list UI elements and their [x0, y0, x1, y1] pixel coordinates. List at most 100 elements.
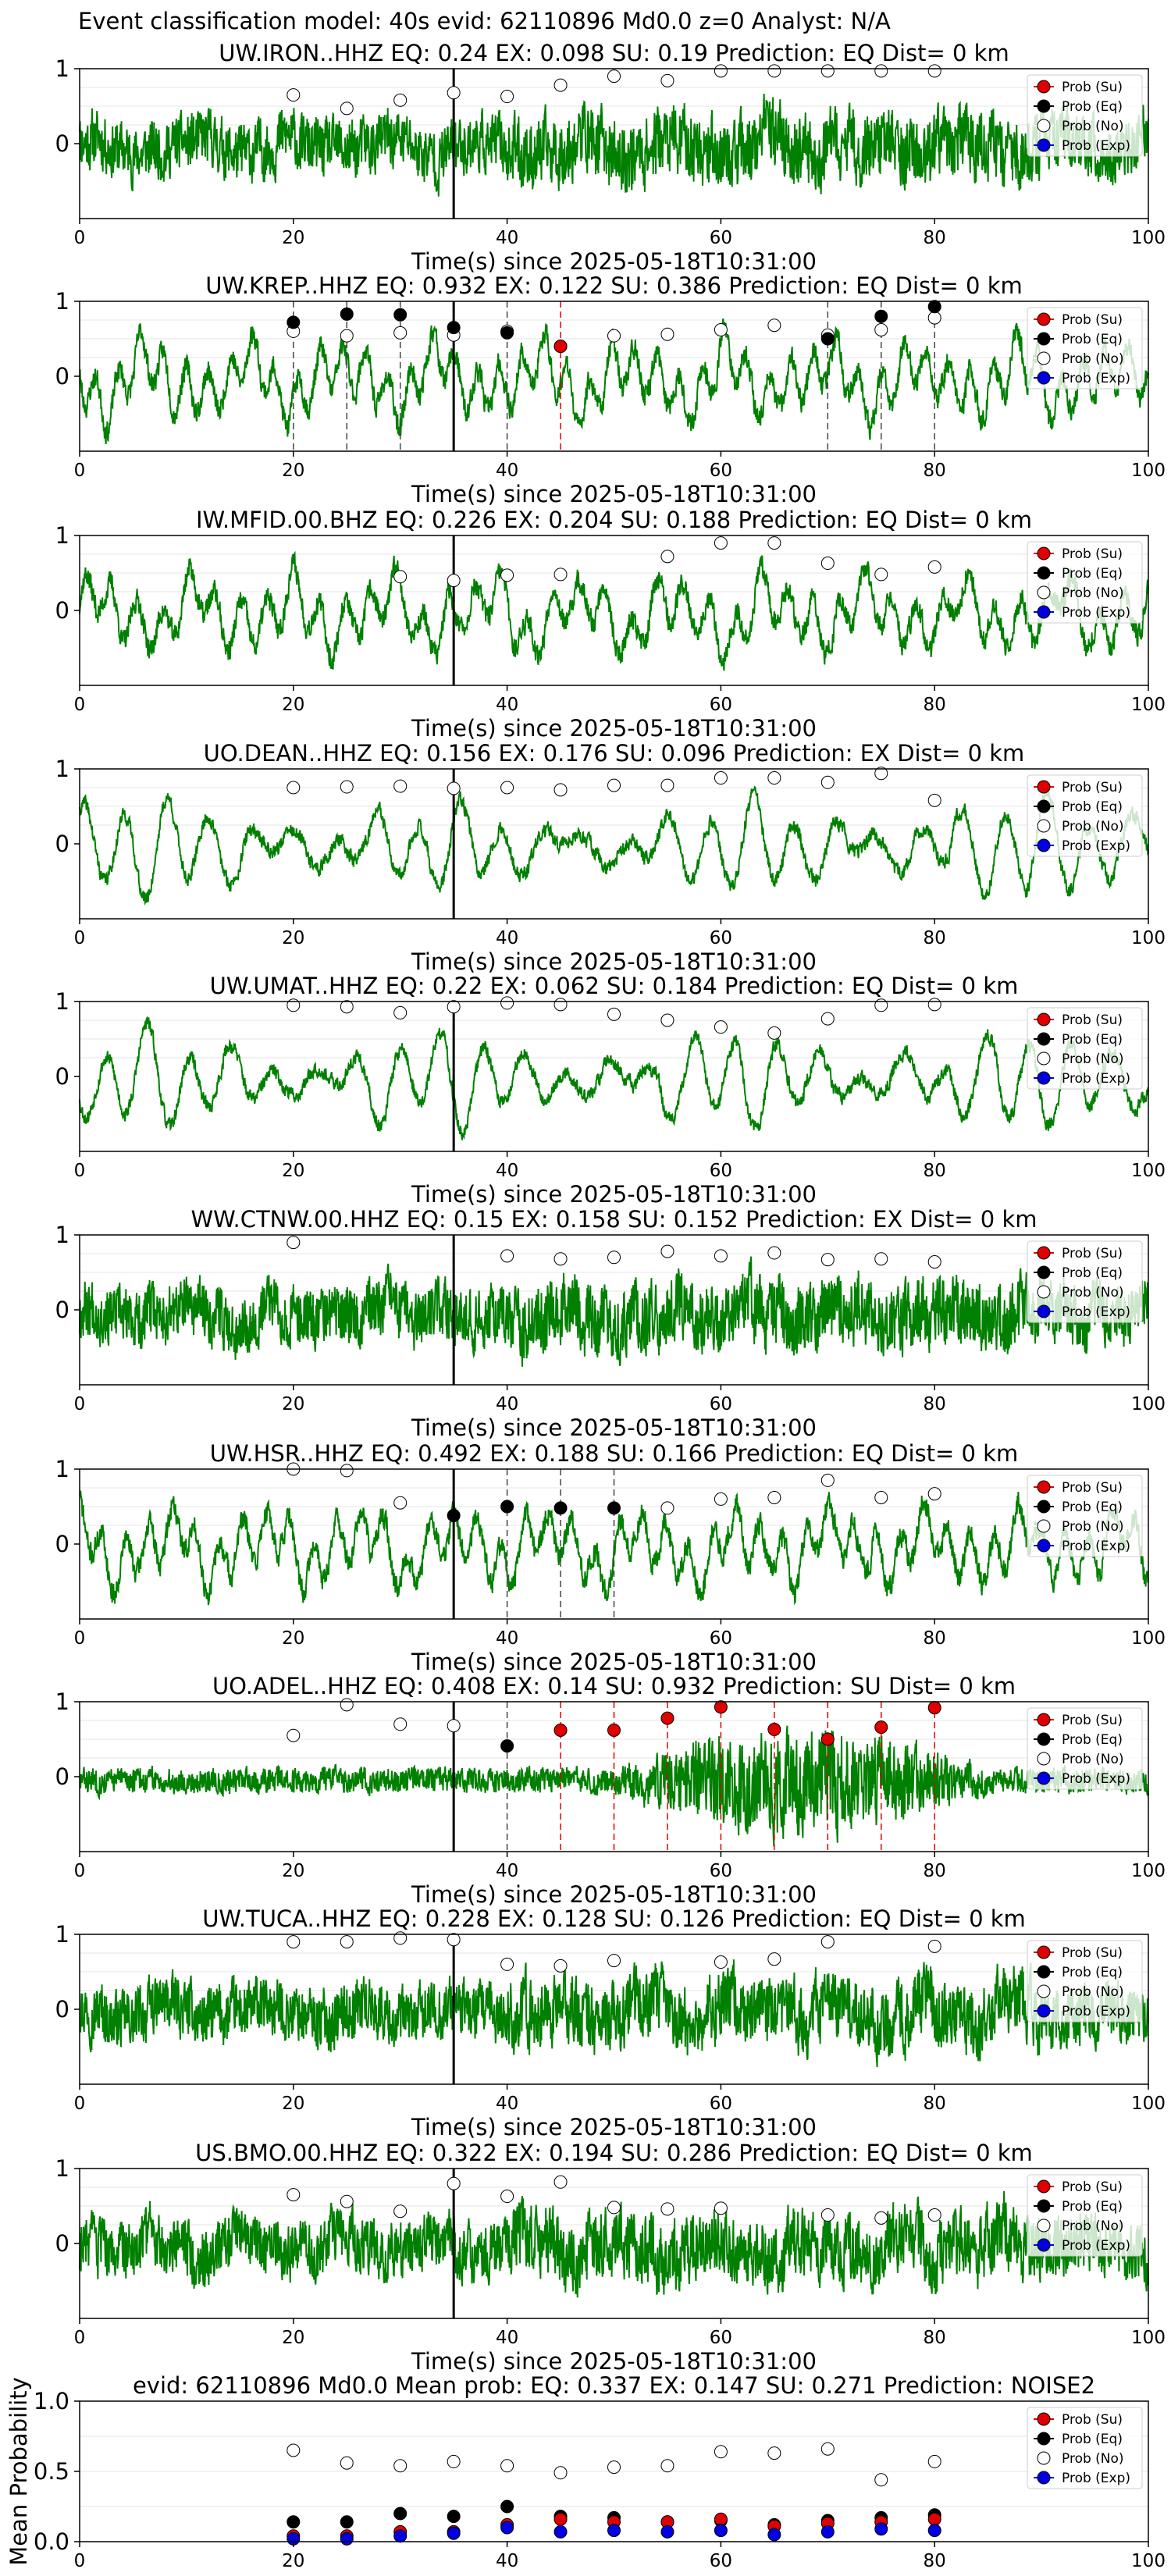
- legend-marker-0: [1037, 2412, 1051, 2426]
- legend-marker-1: [1037, 1500, 1051, 1514]
- legend-marker-3: [1037, 2471, 1051, 2485]
- legend-label-0: Prob (Su): [1062, 546, 1123, 562]
- x-tick-label: 60: [710, 695, 732, 715]
- x-tick-label: 60: [710, 1394, 732, 1414]
- figure-title: Event classification model: 40s evid: 62…: [78, 8, 891, 34]
- prob-no-point: [660, 73, 674, 87]
- legend-marker-0: [1037, 2179, 1051, 2194]
- prob-no-point: [607, 778, 621, 792]
- prob-no-point: [874, 1490, 888, 1504]
- mean-exp-point: [820, 2524, 835, 2539]
- mean-no-point: [553, 2466, 568, 2480]
- x-tick-label: 60: [710, 928, 732, 948]
- prob-no-point: [607, 2201, 621, 2215]
- prob-eq-point: [607, 1501, 621, 1515]
- x-tick-label: 80: [924, 228, 946, 248]
- legend-marker-0: [1037, 1012, 1051, 1026]
- legend-label-3: Prob (Exp): [1062, 1539, 1130, 1554]
- x-tick-label: 0: [74, 1861, 86, 1881]
- prob-no-point: [393, 570, 408, 584]
- legend-marker-2: [1037, 2218, 1051, 2233]
- prob-no-point: [660, 2202, 674, 2216]
- prob-su-point: [607, 1723, 621, 1737]
- prob-su-point: [714, 1700, 728, 1714]
- legend-label-2: Prob (No): [1062, 2451, 1124, 2467]
- legend-marker-3: [1037, 1071, 1051, 1085]
- prob-no-point: [340, 1935, 354, 1949]
- x-tick-label: 80: [924, 695, 946, 715]
- x-tick-label: 40: [496, 1161, 518, 1181]
- waveform-trace: [79, 1256, 1149, 1367]
- prob-no-point: [820, 2208, 835, 2222]
- legend-marker-2: [1037, 1752, 1051, 1766]
- prob-no-point: [820, 1012, 835, 1026]
- prob-eq-point: [553, 1501, 568, 1515]
- prob-no-point: [767, 536, 781, 550]
- panel-6: UW.HSR..HHZ EQ: 0.492 EX: 0.188 SU: 0.16…: [55, 1440, 1166, 1675]
- prob-su-point: [927, 1701, 941, 1715]
- mean-exp-point: [393, 2529, 408, 2543]
- panel-title: UW.UMAT..HHZ EQ: 0.22 EX: 0.062 SU: 0.18…: [210, 973, 1019, 999]
- prob-no-point: [607, 329, 621, 343]
- legend-box: [1027, 2407, 1143, 2489]
- prob-no-point: [393, 2204, 408, 2218]
- y-tick-label: 1: [55, 1688, 69, 1715]
- y-tick-label: 1.0: [34, 2388, 69, 2414]
- legend-marker-3: [1037, 2004, 1051, 2018]
- x-axis-label: Time(s) since 2025-05-18T10:31:00: [411, 248, 817, 275]
- x-tick-label: 0: [74, 228, 86, 248]
- prob-no-point: [660, 1013, 674, 1027]
- prob-no-point: [340, 329, 354, 343]
- x-tick-label: 40: [496, 461, 518, 481]
- prob-eq-point: [500, 326, 514, 340]
- legend-marker-1: [1037, 2432, 1051, 2446]
- prob-no-point: [927, 560, 941, 574]
- prob-no-point: [447, 781, 461, 795]
- panel-9: US.BMO.00.HHZ EQ: 0.322 EX: 0.194 SU: 0.…: [55, 2140, 1166, 2375]
- prob-eq-point: [393, 308, 408, 322]
- x-axis-label: Time(s) since 2025-05-18T10:31:00: [411, 1649, 817, 1675]
- x-tick-label: 40: [496, 2094, 518, 2114]
- mean-no-point: [714, 2445, 728, 2459]
- prob-no-point: [714, 1955, 728, 1969]
- prob-eq-point: [287, 315, 301, 329]
- legend-marker-1: [1037, 566, 1051, 580]
- legend-label-0: Prob (Su): [1062, 2412, 1123, 2428]
- legend-marker-3: [1037, 138, 1051, 152]
- prob-no-point: [340, 1000, 354, 1014]
- prob-no-point: [660, 550, 674, 564]
- x-axis-label: Time(s) since 2025-05-18T10:31:00: [411, 2348, 817, 2375]
- y-tick-label: 0: [55, 1297, 69, 1323]
- legend-label-1: Prob (Eq): [1062, 799, 1123, 815]
- prob-su-point: [660, 1711, 674, 1725]
- legend-label-2: Prob (No): [1062, 351, 1124, 367]
- x-tick-label: 100: [1131, 928, 1166, 948]
- x-tick-label: 100: [1131, 1628, 1166, 1649]
- legend-marker-3: [1037, 371, 1051, 385]
- x-tick-label: 20: [282, 1861, 304, 1881]
- panel-1: UW.KREP..HHZ EQ: 0.932 EX: 0.122 SU: 0.3…: [55, 272, 1166, 507]
- prob-no-point: [607, 69, 621, 84]
- legend-label-0: Prob (Su): [1062, 1480, 1123, 1496]
- prob-no-point: [287, 1236, 301, 1250]
- panel-title: UW.TUCA..HHZ EQ: 0.228 EX: 0.128 SU: 0.1…: [202, 1905, 1026, 1932]
- prob-su-point: [820, 1732, 835, 1746]
- mean-no-point: [393, 2459, 408, 2473]
- prob-no-point: [874, 2211, 888, 2225]
- x-axis-label: Time(s) since 2025-05-18T10:31:00: [411, 2114, 817, 2140]
- waveform-trace: [79, 1959, 1149, 2068]
- legend-label-1: Prob (Eq): [1062, 1965, 1123, 1980]
- prob-no-point: [927, 311, 941, 325]
- prob-no-point: [287, 2188, 301, 2202]
- mean-exp-point: [767, 2528, 781, 2542]
- legend-marker-3: [1037, 1771, 1051, 1785]
- x-tick-label: 40: [496, 928, 518, 948]
- mean-no-point: [927, 2454, 941, 2468]
- prob-no-point: [500, 781, 514, 795]
- prob-no-point: [500, 90, 514, 104]
- legend-box: [1027, 1940, 1143, 2023]
- legend-label-2: Prob (No): [1062, 819, 1124, 834]
- y-tick-label: 0.0: [34, 2528, 69, 2555]
- prob-no-point: [393, 1496, 408, 1510]
- legend-marker-2: [1037, 1051, 1051, 1066]
